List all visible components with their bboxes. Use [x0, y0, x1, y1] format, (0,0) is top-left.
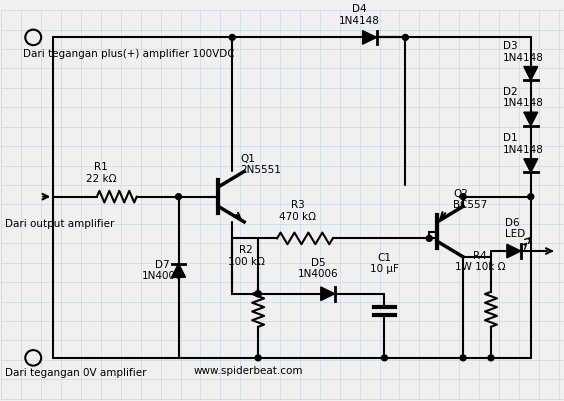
Text: D6
LED: D6 LED: [505, 218, 525, 239]
Text: R1
22 kΩ: R1 22 kΩ: [86, 162, 116, 184]
Text: R4
1W 10k Ω: R4 1W 10k Ω: [455, 251, 505, 272]
Text: D1
1N4148: D1 1N4148: [503, 134, 544, 155]
Text: C1
10 μF: C1 10 μF: [370, 253, 399, 274]
Circle shape: [426, 235, 432, 241]
Text: D2
1N4148: D2 1N4148: [503, 87, 544, 108]
Circle shape: [402, 34, 408, 41]
Circle shape: [528, 194, 534, 200]
Text: Q1
2N5551: Q1 2N5551: [240, 154, 281, 175]
Circle shape: [381, 355, 387, 361]
Polygon shape: [321, 287, 335, 301]
Polygon shape: [524, 112, 537, 126]
Circle shape: [255, 291, 261, 297]
Text: R3
470 kΩ: R3 470 kΩ: [279, 200, 316, 222]
Text: Dari tegangan plus(+) amplifier 100VDC: Dari tegangan plus(+) amplifier 100VDC: [23, 49, 235, 59]
Circle shape: [488, 355, 494, 361]
Polygon shape: [524, 159, 537, 172]
Circle shape: [255, 355, 261, 361]
Text: D4
1N4148: D4 1N4148: [339, 4, 380, 26]
Circle shape: [460, 194, 466, 200]
Text: Dari tegangan 0V amplifier: Dari tegangan 0V amplifier: [6, 368, 147, 378]
Circle shape: [255, 291, 261, 297]
Polygon shape: [363, 30, 377, 44]
Polygon shape: [524, 67, 537, 80]
Circle shape: [229, 34, 235, 41]
Text: D7
1N4006: D7 1N4006: [142, 259, 183, 281]
Text: Dari output amplifier: Dari output amplifier: [6, 219, 114, 229]
Circle shape: [460, 355, 466, 361]
Polygon shape: [507, 244, 521, 258]
Text: D3
1N4148: D3 1N4148: [503, 41, 544, 63]
Circle shape: [175, 194, 182, 200]
Text: www.spiderbeat.com: www.spiderbeat.com: [193, 366, 303, 376]
Text: Q2
BC557: Q2 BC557: [453, 189, 487, 210]
Text: R2
100 kΩ: R2 100 kΩ: [228, 245, 265, 267]
Polygon shape: [171, 264, 186, 277]
Text: D5
1N4006: D5 1N4006: [298, 258, 338, 279]
